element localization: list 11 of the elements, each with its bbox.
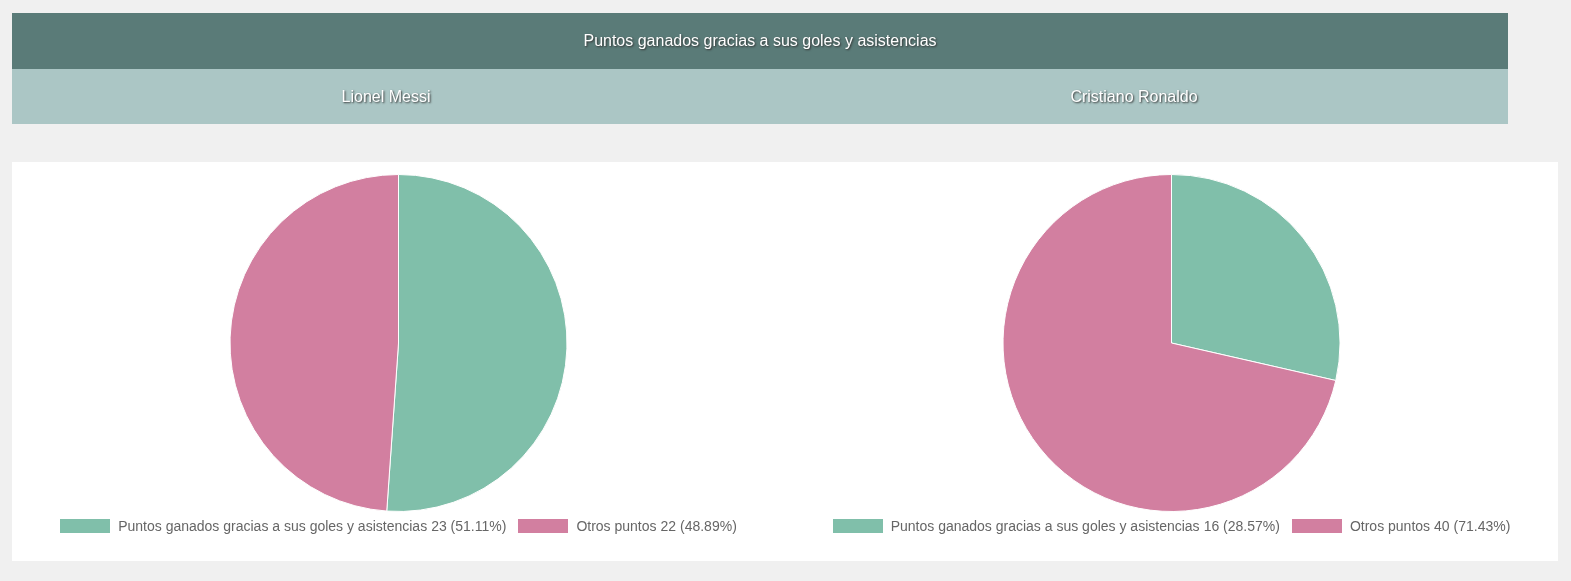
- legend-label: Puntos ganados gracias a sus goles y asistencias: [118, 518, 428, 534]
- data-label: 16 (28.57%): [1203, 518, 1280, 534]
- data-label: 23 (51.11%): [431, 518, 507, 534]
- legend-label: Otros puntos: [1349, 518, 1431, 534]
- data-label: 40 (71.43%): [1434, 518, 1511, 534]
- data-label: 22 (48.89%): [660, 518, 737, 534]
- legend-label: Otros puntos: [576, 518, 657, 534]
- chart-title: Puntos ganados gracias a sus goles y asistencias: [12, 13, 1508, 69]
- legend-label: Puntos ganados gracias a sus goles y asistencias: [890, 518, 1200, 534]
- chart-subtitle: Cristiano Ronaldo: [1069, 87, 1199, 107]
- chart-subtitle: Lionel Messi: [340, 87, 432, 107]
